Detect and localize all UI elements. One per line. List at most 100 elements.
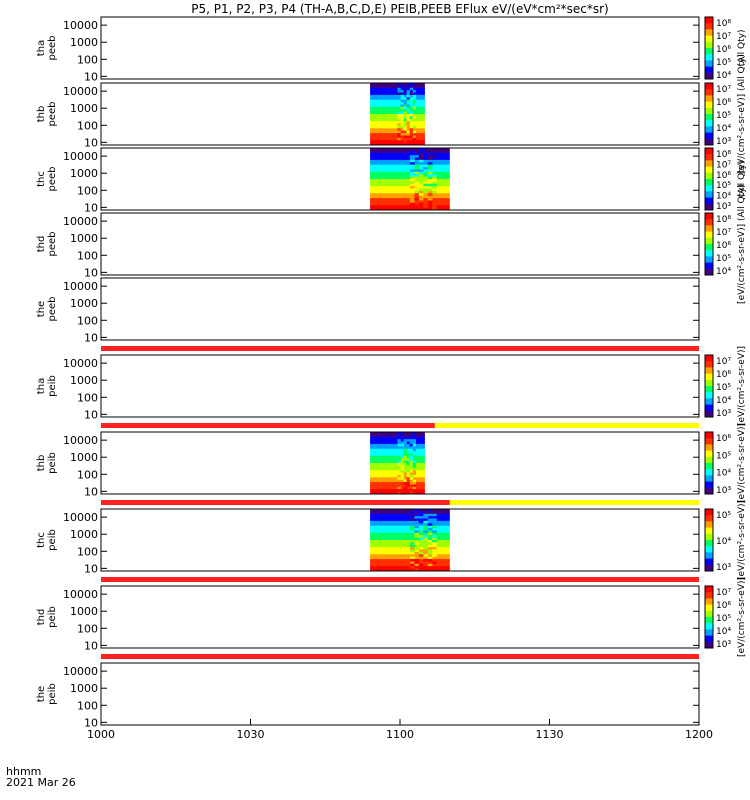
- spectrogram-cell: [400, 130, 404, 134]
- spectrogram-cell: [403, 142, 407, 146]
- spectrogram-cell: [406, 130, 410, 134]
- spectrogram-cell: [370, 551, 450, 555]
- y-tick-label: 10: [84, 408, 98, 421]
- panel-frame: [100, 354, 700, 418]
- colorbar-segment: [705, 361, 713, 368]
- spectrogram-cell: [412, 441, 416, 445]
- colorbar-segment: [705, 463, 713, 470]
- spectrogram-cell: [406, 123, 410, 127]
- spectrogram-cell: [414, 509, 420, 512]
- colorbar-segment: [705, 23, 713, 30]
- spectrogram-cell: [432, 547, 437, 550]
- y-tick-label: 10: [84, 639, 98, 652]
- spectrogram-cell: [370, 511, 450, 515]
- colorbar-tick-label: 10³: [716, 137, 731, 147]
- spectrogram-cell: [400, 99, 404, 103]
- colorbar-title: [eV/(cm²-s-sr-eV)]: [737, 500, 747, 580]
- spectrogram-cell: [409, 441, 413, 445]
- flag-bar-red: [101, 423, 435, 428]
- spectrogram-cell: [410, 563, 415, 567]
- colorbar-frame: [704, 431, 714, 495]
- spectrogram-cell: [432, 148, 437, 151]
- colorbar-tick-label: 10⁸: [716, 19, 731, 29]
- panel-label: thbpeeb: [36, 102, 58, 127]
- y-tick-label: 10: [84, 201, 98, 214]
- spectrogram-cell: [410, 157, 415, 161]
- spectrogram-cell: [409, 135, 413, 139]
- colorbar-title: (All Qty): [737, 161, 747, 198]
- spectrogram-cell: [406, 90, 410, 93]
- panel-label-line: thb: [36, 455, 47, 472]
- y-tick-label: 1000: [70, 528, 98, 541]
- colorbar-segment: [705, 120, 713, 127]
- spectrogram-cell: [397, 491, 401, 495]
- colorbar-segment: [705, 138, 713, 146]
- spectrogram-cell: [410, 525, 415, 529]
- spectrogram-cell: [370, 518, 450, 522]
- y-tick-label: 100: [77, 249, 98, 262]
- spectrogram-cell: [418, 530, 424, 534]
- spectrogram-cell: [370, 130, 425, 134]
- spectrogram-cell: [432, 183, 437, 187]
- colorbar-tick-label: 10⁴: [716, 537, 731, 547]
- spectrogram-cell: [403, 99, 407, 103]
- panel-frame: [100, 508, 700, 572]
- colorbar-segment: [705, 487, 713, 495]
- colorbar-tick-label: 10⁷: [716, 85, 731, 95]
- spectrogram-cell: [418, 159, 424, 163]
- spectrogram-cell: [432, 518, 437, 522]
- spectrogram-cell: [409, 472, 413, 476]
- spectrogram-cell: [432, 513, 437, 517]
- spectrogram-cell: [412, 479, 416, 483]
- colorbar-segment: [705, 444, 713, 451]
- spectrogram-cell: [412, 99, 416, 103]
- colorbar-tick-label: 10⁶: [716, 434, 731, 444]
- panel-label-line: thd: [36, 236, 47, 253]
- panel-label-line: peib: [47, 529, 58, 551]
- colorbar-segment: [705, 231, 713, 239]
- colorbar-segment: [705, 107, 713, 115]
- y-tick-label: 1000: [70, 297, 98, 310]
- spectrogram-cell: [412, 470, 416, 473]
- colorbar-tick-label: 10⁴: [716, 124, 731, 134]
- plot-title: P5, P1, P2, P3, P4 (TH-A,B,C,D,E) PEIB,P…: [191, 2, 608, 16]
- spectrogram-cell: [370, 479, 425, 483]
- spectrogram-cell: [418, 198, 424, 201]
- spectrogram-cell: [403, 451, 407, 454]
- colorbar-segment: [705, 386, 713, 393]
- spectrogram-cell: [412, 482, 416, 485]
- spectrogram-cell: [412, 135, 416, 139]
- spectrogram-cell: [409, 87, 413, 91]
- spectrogram-cell: [370, 142, 425, 146]
- y-tick-label: 10000: [63, 357, 98, 370]
- spectrogram-cell: [406, 85, 410, 89]
- spectrogram-cell: [427, 198, 433, 201]
- spectrogram-cell: [370, 554, 450, 558]
- spectrogram-cell: [397, 441, 401, 445]
- spectrogram-cell: [414, 530, 420, 534]
- colorbar-segment: [705, 114, 713, 121]
- spectrogram-cell: [427, 162, 433, 166]
- spectrogram-cell: [409, 111, 413, 115]
- spectrogram-cell: [400, 85, 404, 89]
- spectrogram-cell: [427, 155, 433, 158]
- colorbar-segment: [705, 469, 713, 476]
- colorbar-segment: [705, 527, 713, 535]
- spectrogram-cell: [370, 190, 450, 194]
- spectrogram-cell: [410, 186, 415, 189]
- spectrogram-cell: [414, 198, 420, 201]
- spectrogram-cell: [370, 202, 450, 206]
- y-tick-label: 10000: [63, 511, 98, 524]
- y-tick-label: 1000: [70, 167, 98, 180]
- spectrogram-cell: [423, 520, 428, 524]
- spectrogram-cell: [370, 451, 425, 454]
- flag-bar-red: [101, 577, 699, 582]
- spectrogram-cell: [400, 441, 404, 445]
- spectrogram-cell: [412, 434, 416, 438]
- colorbar-segment: [705, 72, 713, 80]
- panel-label: thbpeib: [36, 452, 58, 474]
- panel-label: thdpeib: [36, 606, 58, 628]
- spectrogram-cell: [403, 458, 407, 461]
- colorbar-title: [eV/(cm²-s-sr-eV)]: [737, 423, 747, 503]
- panels-group: 10000100010010thapeeb10⁸10⁷10⁶10⁵10⁴(All…: [36, 16, 747, 729]
